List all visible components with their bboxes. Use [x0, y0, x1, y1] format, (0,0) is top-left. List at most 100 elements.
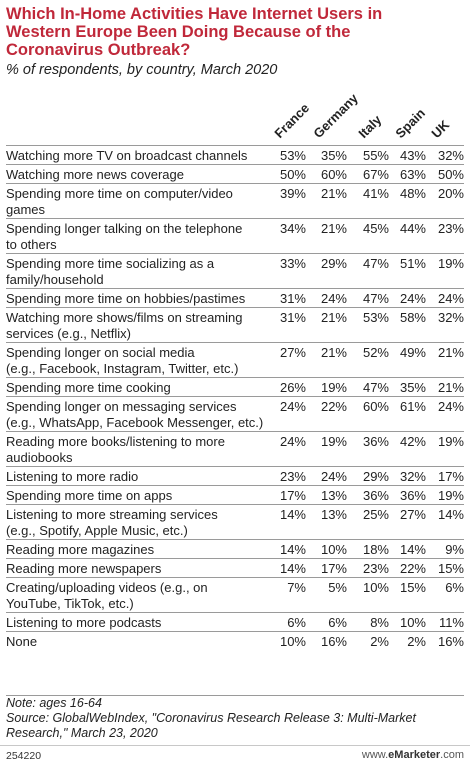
cell-value-france: 14% — [279, 561, 306, 576]
cell-value-italy: 23% — [362, 561, 389, 576]
cell-value-germany: 24% — [320, 291, 347, 306]
cell-value-italy: 41% — [362, 186, 389, 201]
cell-value-france: 50% — [279, 167, 306, 182]
cell-value-germany: 24% — [320, 469, 347, 484]
cell-value-germany: 60% — [320, 167, 347, 182]
cell-value-spain: 44% — [399, 221, 426, 236]
cell-value-spain: 58% — [399, 310, 426, 325]
row-label-line: (e.g., Facebook, Instagram, Twitter, etc… — [6, 361, 239, 376]
cell-value-spain: 2% — [407, 634, 426, 649]
cell-value-germany: 19% — [320, 434, 347, 449]
row-label-line: YouTube, TikTok, etc.) — [6, 596, 134, 611]
cell-value-germany: 13% — [320, 488, 347, 503]
cell-value-italy: 55% — [362, 148, 389, 163]
cell-value-italy: 53% — [362, 310, 389, 325]
cell-value-italy: 10% — [362, 580, 389, 595]
row-label: Watching more TV on broadcast channels — [6, 148, 247, 164]
row-label: Spending longer talking on the telephone… — [6, 221, 242, 253]
cell-value-uk: 11% — [438, 615, 464, 630]
cell-value-spain: 10% — [399, 615, 426, 630]
cell-value-france: 10% — [279, 634, 306, 649]
cell-value-france: 17% — [279, 488, 306, 503]
cell-value-italy: 45% — [362, 221, 389, 236]
cell-value-uk: 16% — [437, 634, 464, 649]
cell-value-spain: 35% — [399, 380, 426, 395]
row-label-line: Spending longer talking on the telephone — [6, 221, 243, 236]
cell-value-uk: 19% — [437, 434, 464, 449]
cell-value-italy: 36% — [362, 434, 389, 449]
row-label-line: Reading more books/listening to more — [6, 434, 225, 449]
row-label-line: Spending more time socializing as a — [6, 256, 215, 271]
cell-value-spain: 48% — [399, 186, 426, 201]
cell-value-uk: 6% — [445, 580, 464, 595]
row-label-line: Spending more time on computer/video — [6, 186, 233, 201]
cell-value-uk: 32% — [437, 148, 464, 163]
cell-value-france: 31% — [279, 291, 306, 306]
cell-value-germany: 21% — [320, 310, 347, 325]
cell-value-germany: 13% — [320, 507, 347, 522]
row-label-line: Watching more news coverage — [6, 167, 184, 182]
footer-rule — [0, 745, 470, 746]
cell-value-italy: 47% — [362, 291, 389, 306]
cell-value-uk: 21% — [437, 345, 464, 360]
row-label: Reading more newspapers — [6, 561, 161, 577]
table-row: Reading more books/listening to more audi… — [6, 431, 464, 467]
table-row: Spending longer on social media (e.g., Fa… — [6, 342, 464, 378]
cell-value-germany: 21% — [320, 186, 347, 201]
cell-value-france: 26% — [279, 380, 306, 395]
cell-value-germany: 5% — [328, 580, 347, 595]
cell-value-spain: 15% — [399, 580, 426, 595]
cell-value-spain: 42% — [399, 434, 426, 449]
row-label: Listening to more streaming services (e.g… — [6, 507, 218, 539]
cell-value-germany: 29% — [320, 256, 347, 271]
row-label: Spending more time on apps — [6, 488, 172, 504]
cell-value-italy: 47% — [362, 256, 389, 271]
chart-id: 254220 — [6, 750, 42, 762]
table-row: Listening to more streaming services (e.g… — [6, 504, 464, 540]
cell-value-uk: 19% — [437, 256, 464, 271]
chart-title: Which In-Home Activities Have Internet U… — [6, 5, 466, 59]
table-row: Listening to more podcasts 6% 6% 8% 10% 11% — [6, 612, 464, 632]
table-row: Reading more newspapers 14% 17% 23% 22% 15% — [6, 558, 464, 578]
cell-value-germany: 19% — [320, 380, 347, 395]
row-label: Spending longer on social media (e.g., Fa… — [6, 345, 238, 377]
row-label-line: audiobooks — [6, 450, 73, 465]
row-label-line: Listening to more radio — [6, 469, 139, 484]
cell-value-spain: 14% — [399, 542, 426, 557]
row-label: Creating/uploading videos (e.g., on YouTu… — [6, 580, 208, 612]
row-label-line: Watching more shows/films on streaming — [6, 310, 243, 325]
cell-value-germany: 16% — [320, 634, 347, 649]
cell-value-italy: 8% — [370, 615, 389, 630]
cell-value-uk: 17% — [437, 469, 464, 484]
cell-value-france: 7% — [287, 580, 306, 595]
cell-value-germany: 6% — [328, 615, 347, 630]
row-label-line: Spending more time on hobbies/pastimes — [6, 291, 246, 306]
row-label: Reading more books/listening to more audi… — [6, 434, 225, 466]
cell-value-italy: 25% — [362, 507, 389, 522]
table-row: Spending more time socializing as a famil… — [6, 253, 464, 289]
cell-value-spain: 51% — [399, 256, 426, 271]
row-label: Watching more shows/films on streaming se… — [6, 310, 243, 342]
row-label-line: (e.g., WhatsApp, Facebook Messenger, etc… — [6, 415, 264, 430]
table-row: Spending more time cooking 26% 19% 47% 35% 21… — [6, 377, 464, 397]
cell-value-france: 14% — [279, 542, 306, 557]
table-row: Spending longer on messaging services (e.… — [6, 396, 464, 432]
cell-value-france: 33% — [279, 256, 306, 271]
table-row: Watching more news coverage 50% 60% 67% 63% 5… — [6, 164, 464, 184]
row-label-line: to others — [6, 237, 57, 252]
table-row: Spending more time on hobbies/pastimes 31… — [6, 288, 464, 308]
row-label: Spending more time on computer/video game… — [6, 186, 233, 218]
row-label: Spending longer on messaging services (e.… — [6, 399, 263, 431]
cell-value-italy: 67% — [362, 167, 389, 182]
cell-value-france: 39% — [279, 186, 306, 201]
cell-value-uk: 9% — [445, 542, 464, 557]
row-label-line: (e.g., Spotify, Apple Music, etc.) — [6, 523, 188, 538]
brand-prefix: www. — [361, 749, 389, 761]
row-label-line: Reading more newspapers — [6, 561, 162, 576]
row-label-line: Listening to more streaming services — [6, 507, 218, 522]
table-row: Creating/uploading videos (e.g., on YouTu… — [6, 577, 464, 613]
cell-value-italy: 29% — [362, 469, 389, 484]
cell-value-spain: 27% — [399, 507, 426, 522]
row-label: Listening to more podcasts — [6, 615, 161, 631]
